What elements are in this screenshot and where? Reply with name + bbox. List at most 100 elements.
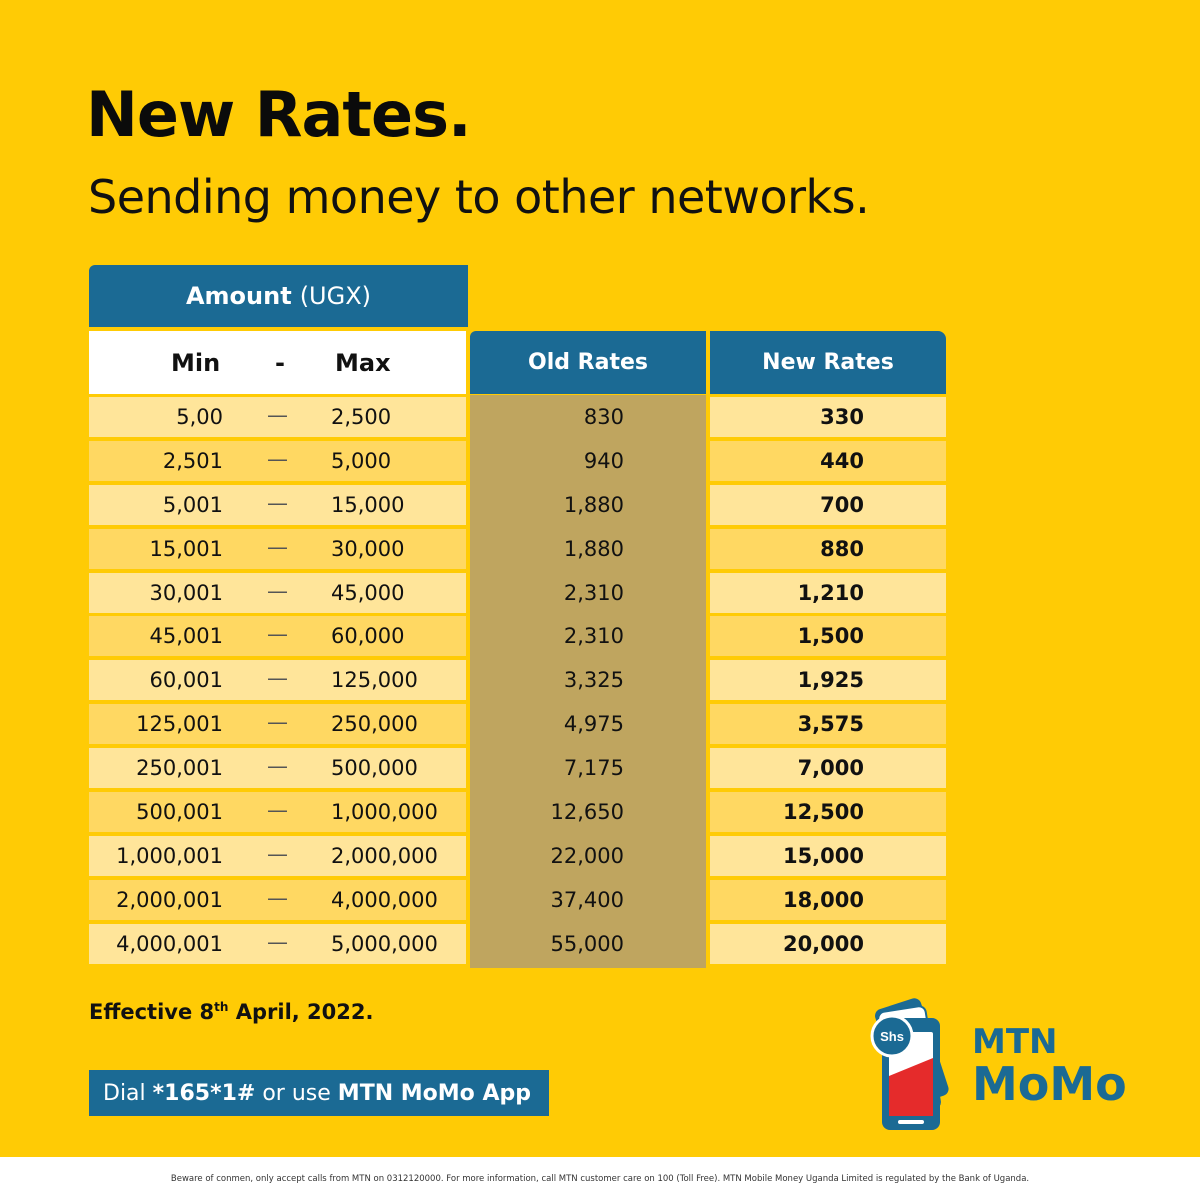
logo-line-2: MoMo	[972, 1057, 1127, 1111]
app-name: MTN MoMo App	[337, 1080, 531, 1106]
range-cell: 45,001 — 60,000	[89, 616, 466, 657]
min-value: 45,001	[149, 624, 223, 649]
old-rate-cell: 830	[470, 395, 706, 441]
max-value: 30,000	[331, 536, 405, 561]
rates-table-body: 5,00—2,500 830 330 2,501—5,000 940 440 5,001—1…	[89, 395, 946, 968]
table-row: 4,000,001 — 5,000,000 55,000 20,000	[89, 921, 946, 968]
max-value: 2,500	[331, 405, 392, 429]
new-rate-value: 1,925	[797, 668, 864, 693]
effective-suffix: April, 2022.	[228, 1000, 374, 1024]
old-rate-value: 2,310	[563, 624, 624, 649]
table-row: 1,000,001 — 2,000,000 22,000 15,000	[89, 833, 946, 880]
range-separator: —	[267, 666, 288, 691]
new-rate-value: 20,000	[782, 931, 864, 956]
old-rate-cell: 1,880	[470, 482, 706, 529]
range-separator: —	[267, 446, 288, 471]
range-cell: 15,001 — 30,000	[89, 528, 466, 569]
table-row: 45,001 — 60,000 2,310 1,500	[89, 614, 946, 661]
range-separator: —	[267, 929, 288, 954]
range-separator: —	[267, 622, 288, 647]
range-separator: —	[267, 490, 288, 515]
old-rate-value: 2,310	[563, 580, 624, 605]
table-row: 250,001 — 500,000 7,175 7,000	[89, 746, 946, 793]
min-value: 30,001	[149, 580, 223, 605]
range-cell: 2,000,001 — 4,000,000	[89, 879, 466, 920]
old-rate-value: 1,880	[563, 536, 624, 561]
old-rate-cell: 4,975	[470, 702, 706, 749]
table-row: 500,001 — 1,000,000 12,650 12,500	[89, 790, 946, 837]
old-rate-value: 12,650	[550, 800, 624, 825]
new-rate-cell: 700	[710, 484, 946, 525]
min-value: 2,000,001	[116, 887, 223, 912]
range-separator: —	[267, 754, 288, 779]
table-row: 125,001 — 250,000 4,975 3,575	[89, 702, 946, 749]
new-rate-cell: 12,500	[710, 792, 946, 833]
table-row: 30,001 — 45,000 2,310 1,210	[89, 570, 946, 617]
new-rate-cell: 18,000	[710, 879, 946, 920]
max-value: 2,000,000	[331, 843, 438, 868]
new-rate-cell: 15,000	[710, 835, 946, 876]
min-value: 250,001	[136, 756, 223, 781]
effective-sup: th	[214, 1000, 229, 1014]
range-cell: 250,001 — 500,000	[89, 748, 466, 789]
effective-date: Effective 8th April, 2022.	[89, 1000, 373, 1024]
dial-prefix: Dial	[103, 1080, 146, 1106]
new-rate-value: 12,500	[782, 800, 864, 825]
page-title: New Rates.	[86, 78, 472, 151]
range-cell: 30,001 — 45,000	[89, 572, 466, 613]
range-cell: 1,000,001 — 2,000,000	[89, 835, 466, 876]
range-separator: —	[267, 841, 288, 866]
new-rate-value: 3,575	[797, 712, 864, 737]
range-cell: 60,001 — 125,000	[89, 660, 466, 701]
new-rate-cell: 440	[710, 440, 946, 481]
old-rate-value: 55,000	[550, 931, 624, 956]
range-cell: 4,000,001 — 5,000,000	[89, 923, 466, 964]
new-rate-value: 18,000	[782, 887, 864, 912]
new-rate-cell: 330	[710, 397, 946, 437]
min-value: 2,501	[162, 448, 223, 473]
table-row: 5,001 — 15,000 1,880 700	[89, 482, 946, 529]
old-rate-cell: 7,175	[470, 746, 706, 793]
old-rate-cell: 2,310	[470, 614, 706, 661]
max-header: Max	[335, 348, 391, 377]
old-rate-cell: 22,000	[470, 833, 706, 880]
new-rate-value: 15,000	[782, 843, 864, 868]
min-value: 4,000,001	[116, 931, 223, 956]
old-rate-value: 22,000	[550, 843, 624, 868]
min-value: 125,001	[136, 712, 223, 737]
new-rate-value: 1,210	[797, 580, 864, 605]
old-rate-value: 940	[583, 448, 624, 473]
range-cell: 125,001 — 250,000	[89, 704, 466, 745]
old-rate-cell: 12,650	[470, 790, 706, 837]
range-separator: —	[267, 534, 288, 559]
new-rate-value: 7,000	[797, 756, 864, 781]
dial-banner: Dial *165*1# or use MTN MoMo App	[89, 1070, 549, 1116]
mtn-momo-logo: MTN MoMo	[972, 1025, 1127, 1107]
amount-unit: (UGX)	[299, 282, 372, 310]
old-rate-cell: 37,400	[470, 877, 706, 924]
logo-line-1: MTN	[972, 1022, 1058, 1062]
range-cell: 5,001 — 15,000	[89, 484, 466, 525]
old-rate-cell: 55,000	[470, 921, 706, 968]
page-subtitle: Sending money to other networks.	[88, 170, 870, 224]
old-rate-cell: 2,310	[470, 570, 706, 617]
range-cell: 5,00 — 2,500	[89, 397, 466, 437]
old-rate-value: 4,975	[563, 712, 624, 737]
table-row: 5,00 — 2,500 830 330	[89, 395, 946, 441]
range-separator: —	[267, 403, 288, 427]
max-value: 5,000	[331, 448, 392, 473]
min-max-header: Min - Max	[89, 331, 466, 394]
new-rate-cell: 3,575	[710, 704, 946, 745]
max-value: 15,000	[331, 492, 405, 517]
ussd-code: *165*1#	[152, 1080, 256, 1106]
logo-badge-text: Shs	[880, 1029, 904, 1044]
old-rate-value: 37,400	[550, 887, 624, 912]
new-rate-cell: 20,000	[710, 923, 946, 964]
max-value: 4,000,000	[331, 887, 438, 912]
old-rate-value: 1,880	[563, 492, 624, 517]
min-value: 60,001	[149, 668, 223, 693]
table-row: 2,501 — 5,000 940 440	[89, 438, 946, 485]
old-rate-cell: 3,325	[470, 658, 706, 705]
dial-middle: or use	[262, 1080, 331, 1106]
range-cell: 500,001 — 1,000,000	[89, 792, 466, 833]
